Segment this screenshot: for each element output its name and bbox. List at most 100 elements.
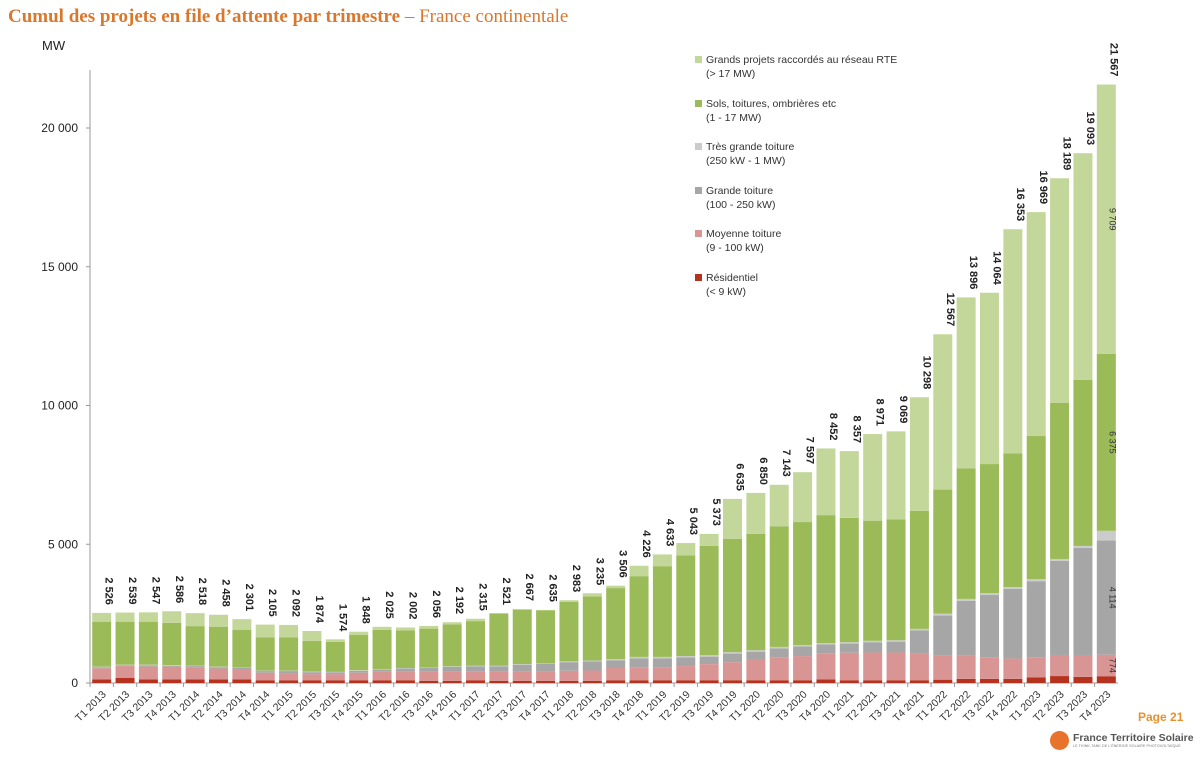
bar-segment-5: [138, 612, 158, 622]
bar-segment-5: [956, 297, 976, 469]
bar-segment-0: [489, 680, 509, 683]
bar-segment-4: [232, 629, 252, 668]
bar-segment-5: [629, 565, 649, 577]
bar-segment-2: [699, 656, 719, 665]
bar-segment-1: [652, 667, 672, 681]
bar-segment-3: [559, 661, 579, 663]
bar-segment-4: [606, 588, 626, 660]
bar-segment-0: [1096, 676, 1116, 683]
bar-segment-0: [956, 678, 976, 683]
total-label: 14 064: [991, 251, 1003, 286]
legend-item: Grande toiture (100 - 250 kW): [695, 184, 897, 228]
chart-legend: Grands projets raccordés au réseau RTE (>…: [695, 53, 897, 314]
bar-segment-0: [372, 680, 392, 683]
bar-segment-0: [793, 680, 813, 683]
bar-segment-3: [232, 667, 252, 669]
bar-segment-0: [442, 680, 462, 683]
bar-segment-2: [582, 661, 602, 671]
bar-segment-5: [1073, 153, 1093, 380]
total-label: 4 226: [640, 530, 652, 558]
bar-segment-1: [1003, 658, 1023, 679]
bar-segment-5: [512, 608, 532, 610]
bar-segment-5: [232, 619, 252, 630]
legend-label: Sols, toitures, ombrières etc: [706, 97, 837, 110]
total-label: 16 969: [1037, 170, 1049, 204]
bar-segment-0: [115, 678, 135, 683]
bar-segment-2: [138, 665, 158, 667]
bar-segment-3: [255, 670, 275, 672]
total-label: 10 298: [920, 356, 932, 390]
bar-segment-5: [839, 451, 859, 518]
total-label: 4 633: [663, 519, 675, 547]
bar-segment-3: [138, 664, 158, 666]
bar-segment-1: [489, 671, 509, 681]
bar-segment-4: [349, 634, 369, 671]
bar-segment-3: [162, 665, 182, 666]
bar-segment-5: [349, 631, 369, 635]
bar-segment-1: [395, 671, 415, 681]
segment-label: 4 114: [1107, 587, 1117, 609]
bar-segment-4: [956, 468, 976, 599]
total-label: 9 069: [897, 396, 909, 424]
bar-segment-5: [863, 434, 883, 521]
legend-range: (> 17 MW): [706, 68, 756, 80]
bar-segment-1: [466, 671, 485, 681]
bar-segment-3: [442, 666, 462, 667]
bar-segment-4: [1096, 353, 1116, 531]
bar-segment-3: [956, 598, 976, 601]
bar-segment-4: [980, 464, 999, 594]
bar-segment-0: [92, 679, 112, 683]
bar-segment-4: [1003, 453, 1023, 587]
bar-segment-0: [1073, 676, 1093, 683]
bar-segment-3: [606, 659, 626, 661]
bar-segment-1: [232, 669, 252, 680]
bar-segment-5: [302, 630, 322, 641]
bar-segment-5: [816, 448, 836, 516]
bar-segment-3: [652, 656, 672, 659]
bar-segment-2: [185, 666, 205, 668]
total-label: 16 353: [1014, 188, 1026, 222]
bar-segment-2: [863, 642, 883, 653]
bar-segment-4: [769, 526, 789, 647]
bar-segment-4: [816, 515, 836, 644]
bar-segment-5: [1003, 229, 1023, 454]
bar-segment-4: [629, 576, 649, 657]
bar-segment-1: [746, 659, 766, 681]
bar-segment-3: [466, 665, 485, 667]
bar-segment-4: [746, 533, 766, 651]
total-label: 2 526: [103, 577, 115, 605]
bar-segment-4: [489, 613, 509, 666]
bar-segment-5: [489, 613, 509, 614]
bar-segment-0: [1050, 676, 1070, 683]
bar-segment-2: [1073, 547, 1093, 655]
bar-segment-1: [1026, 657, 1046, 678]
bar-segment-3: [419, 667, 439, 669]
total-label: 2 092: [290, 589, 302, 617]
bar-segment-2: [232, 668, 252, 670]
bar-segment-2: [372, 669, 392, 672]
bar-segment-2: [325, 672, 345, 675]
bar-segment-2: [1026, 581, 1046, 658]
bar-segment-2: [980, 595, 999, 658]
bar-segment-5: [115, 612, 135, 622]
bar-segment-3: [723, 652, 742, 654]
bar-segment-5: [746, 492, 766, 534]
segment-label: 6 375: [1107, 431, 1117, 454]
bar-segment-4: [933, 489, 953, 614]
legend-item: Moyenne toiture (9 - 100 kW): [695, 227, 897, 271]
bar-segment-5: [559, 600, 579, 602]
total-label: 2 547: [149, 577, 161, 605]
bar-segment-1: [559, 670, 579, 681]
legend-swatch: [695, 99, 702, 107]
total-label: 2 518: [196, 578, 208, 606]
legend-swatch: [695, 186, 702, 194]
legend-item: Sols, toitures, ombrières etc (1 - 17 MW): [695, 97, 897, 141]
bar-segment-5: [769, 484, 789, 527]
bar-segment-3: [582, 660, 602, 662]
bar-segment-2: [255, 671, 275, 673]
legend-swatch: [695, 273, 702, 281]
bar-segment-4: [512, 609, 532, 665]
bar-segment-1: [1096, 654, 1116, 677]
legend-swatch: [695, 230, 702, 237]
